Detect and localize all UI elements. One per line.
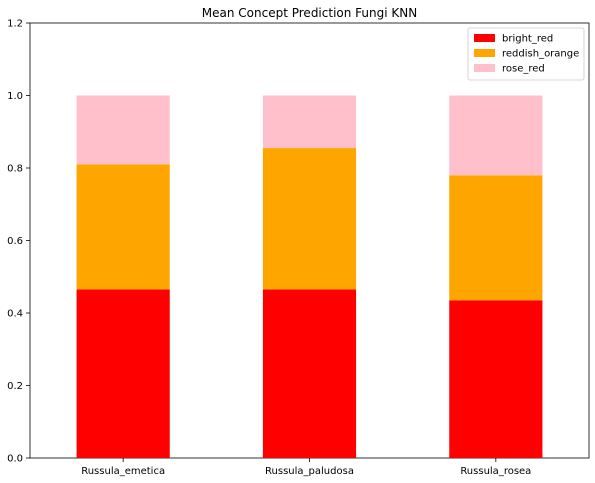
bar-bright_red-Russula_emetica bbox=[76, 289, 170, 458]
y-axis: 0.0 0.2 0.4 0.6 0.8 1.0 1.2 bbox=[7, 19, 30, 465]
legend-swatch-reddish_orange bbox=[474, 49, 495, 57]
legend-label-reddish_orange: reddish_orange bbox=[502, 49, 579, 60]
legend-swatch-bright_red bbox=[474, 34, 495, 42]
bar-reddish_orange-Russula_emetica bbox=[76, 164, 170, 290]
chart-title: Mean Concept Prediction Fungi KNN bbox=[202, 6, 417, 20]
legend-label-rose_red: rose_red bbox=[502, 64, 545, 75]
x-tick-label: Russula_paludosa bbox=[265, 466, 354, 477]
legend-box bbox=[467, 27, 585, 81]
bar-rose_red-Russula_paludosa bbox=[262, 95, 357, 149]
bar-bright_red-Russula_rosea bbox=[449, 300, 543, 458]
y-tick-label: 0.8 bbox=[7, 164, 23, 175]
bars bbox=[76, 95, 543, 458]
y-tick-label: 0.6 bbox=[7, 236, 23, 247]
legend-label-bright_red: bright_red bbox=[502, 34, 553, 45]
y-tick-label: 0.0 bbox=[7, 454, 23, 465]
y-tick-label: 0.2 bbox=[7, 381, 23, 392]
y-tick-label: 1.2 bbox=[7, 19, 23, 30]
bar-bright_red-Russula_paludosa bbox=[262, 289, 357, 458]
legend-swatch-rose_red bbox=[474, 64, 495, 72]
legend: bright_red reddish_orange rose_red bbox=[467, 27, 585, 81]
x-tick-label: Russula_emetica bbox=[81, 466, 165, 477]
y-tick-label: 0.4 bbox=[7, 309, 23, 320]
bar-rose_red-Russula_rosea bbox=[449, 95, 543, 176]
bar-rose_red-Russula_emetica bbox=[76, 95, 170, 165]
y-tick-label: 1.0 bbox=[7, 91, 23, 102]
bar-reddish_orange-Russula_rosea bbox=[449, 175, 543, 301]
bar-reddish_orange-Russula_paludosa bbox=[262, 148, 357, 290]
x-tick-label: Russula_rosea bbox=[460, 466, 531, 477]
x-axis: Russula_emetica Russula_paludosa Russula_r… bbox=[81, 458, 531, 477]
